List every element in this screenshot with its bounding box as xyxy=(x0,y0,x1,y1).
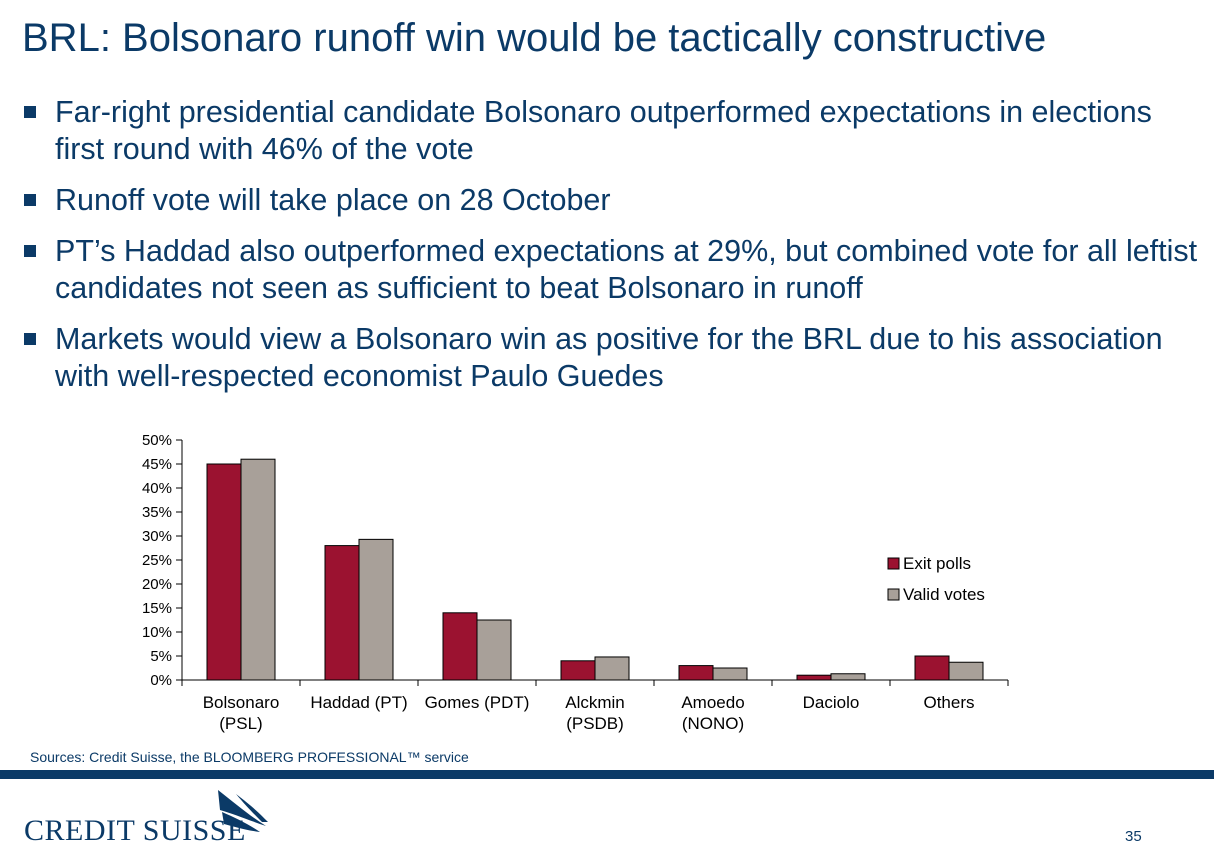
y-tick-label: 40% xyxy=(142,480,172,497)
legend-label: Exit polls xyxy=(903,554,971,573)
bar-chart: 0% 5% 10% 15% 20% 25% 30% 35% 40% 45% 50% Bolsonaro… xyxy=(142,432,1009,733)
logo-text: CREDIT SUISSE xyxy=(24,814,246,847)
y-tick-label: 15% xyxy=(142,600,172,617)
bar-valid-votes xyxy=(476,619,512,681)
x-category-label-line: Daciolo xyxy=(803,693,860,712)
legend-swatch xyxy=(887,557,900,570)
bar-exit-polls xyxy=(914,655,950,681)
y-tick-label: 20% xyxy=(142,576,172,593)
x-category-label-line: Haddad (PT) xyxy=(310,693,407,712)
y-tick-label: 45% xyxy=(142,456,172,473)
x-category-label-line: (PSL) xyxy=(219,714,262,733)
page-number: 35 xyxy=(1125,828,1142,845)
y-tick-label: 50% xyxy=(142,432,172,449)
bar-exit-polls xyxy=(324,545,360,681)
x-category-label-line: Gomes (PDT) xyxy=(425,693,530,712)
bar-exit-polls xyxy=(206,463,242,681)
y-tick-label: 35% xyxy=(142,504,172,521)
bar-valid-votes xyxy=(358,538,394,681)
bar-valid-votes xyxy=(594,656,630,681)
bullet-square-icon xyxy=(24,194,36,206)
y-tick-label: 5% xyxy=(150,648,172,665)
footer-rule xyxy=(0,770,1214,779)
bullet-text: PT’s Haddad also outperformed expectatio… xyxy=(55,234,1198,305)
y-tick-label: 10% xyxy=(142,624,172,641)
bar-valid-votes xyxy=(948,661,984,681)
bar-valid-votes xyxy=(240,458,276,681)
bar-exit-polls xyxy=(678,665,714,681)
bullet-square-icon xyxy=(24,245,36,257)
x-category-label-line: Amoedo xyxy=(681,693,744,712)
x-category-label-line: (NONO) xyxy=(682,714,744,733)
bullet-square-icon xyxy=(24,106,36,118)
bar-exit-polls xyxy=(796,674,832,681)
x-category-label-line: Alckmin xyxy=(565,693,625,712)
x-category-label: Daciolo xyxy=(803,693,860,712)
y-tick-label: 25% xyxy=(142,552,172,569)
x-category-label: Others xyxy=(923,693,974,712)
sail-icon xyxy=(218,790,268,832)
bullet-text: Runoff vote will take place on 28 Octobe… xyxy=(55,183,611,217)
bar-exit-polls xyxy=(442,612,478,681)
legend-swatch xyxy=(887,588,900,601)
x-category-label: Amoedo (NONO) xyxy=(681,693,744,733)
x-category-label-line: Others xyxy=(923,693,974,712)
bullet-item: Runoff vote will take place on 28 Octobe… xyxy=(22,182,1202,219)
x-category-label: Gomes (PDT) xyxy=(425,693,530,712)
bullet-item: Far-right presidential candidate Bolsona… xyxy=(22,94,1202,168)
bullet-text: Markets would view a Bolsonaro win as po… xyxy=(55,322,1163,393)
bullet-text: Far-right presidential candidate Bolsona… xyxy=(55,95,1152,166)
bar-exit-polls xyxy=(560,660,596,681)
x-category-label: Haddad (PT) xyxy=(310,693,407,712)
sources-note: Sources: Credit Suisse, the BLOOMBERG PR… xyxy=(30,749,469,765)
bullet-item: Markets would view a Bolsonaro win as po… xyxy=(22,321,1202,395)
bullet-item: PT’s Haddad also outperformed expectatio… xyxy=(22,233,1202,307)
x-category-label-line: Bolsonaro xyxy=(203,693,280,712)
x-category-label-line: (PSDB) xyxy=(566,714,624,733)
x-category-label: Alckmin (PSDB) xyxy=(565,693,625,733)
legend-label: Valid votes xyxy=(903,585,985,604)
y-tick-label: 30% xyxy=(142,528,172,545)
bar-valid-votes xyxy=(830,673,866,681)
bullet-list: Far-right presidential candidate Bolsona… xyxy=(22,94,1202,409)
credit-suisse-logo: CREDIT SUISSE xyxy=(24,790,268,847)
bar-valid-votes xyxy=(712,667,748,681)
bullet-square-icon xyxy=(24,333,36,345)
slide-title: BRL: Bolsonaro runoff win would be tacti… xyxy=(22,16,1047,60)
y-tick-label: 0% xyxy=(150,672,172,689)
x-category-label: Bolsonaro (PSL) xyxy=(203,693,280,733)
